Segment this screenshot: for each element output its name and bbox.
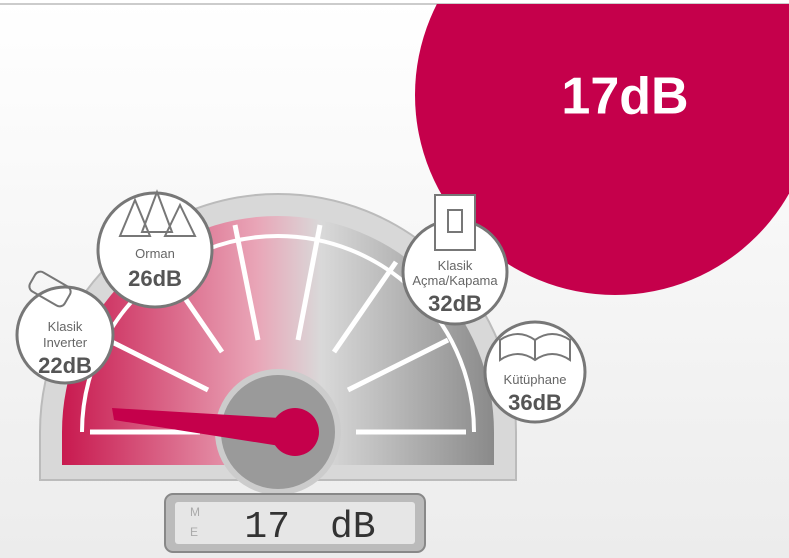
bubble-label: Kütüphane [504,372,567,387]
bubble-level: 36dB [508,390,562,415]
display-unit: dB [330,506,376,549]
bubble-label: Inverter [43,335,88,350]
bubble-level: 26dB [128,266,182,291]
needle-cap [271,408,319,456]
badge-circle [415,4,789,295]
gauge-segments [90,224,466,435]
bubble-library: Kütüphane 36dB [483,320,587,424]
headline-badge: 17dB [415,4,789,295]
bubble-switch: Klasik Açma/Kapama 32dB [401,194,509,326]
bubble-label: Orman [135,246,175,261]
display-screen [175,502,415,544]
headline: 17dB [561,68,688,126]
bubble-orman: Orman 26dB [96,189,214,309]
bubble-level: 22dB [38,353,92,378]
bubble-label: Klasik [48,319,83,334]
display-reading: 17 [244,506,290,549]
bubble-label: Açma/Kapama [412,273,498,288]
display: M E 17 dB [164,493,426,553]
needle [112,408,280,446]
bubble-inverter: Klasik Inverter 22dB [15,270,115,385]
bubble-level: 32dB [428,291,482,316]
bubble-label: Klasik [438,258,473,273]
display-mode: E [190,525,198,539]
display-mode: M [190,505,200,519]
